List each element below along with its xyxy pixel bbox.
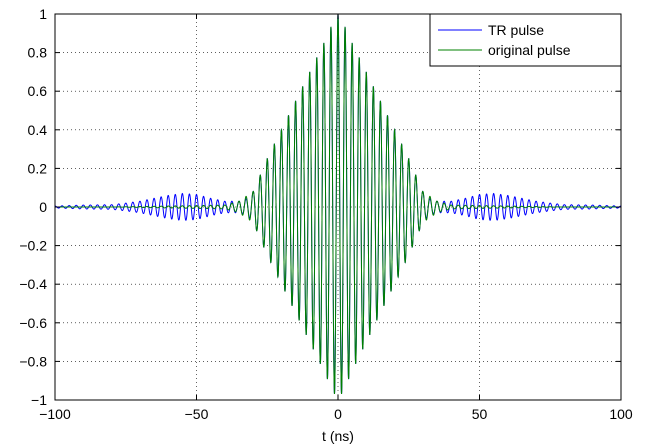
y-tick-label: 0.8	[28, 45, 48, 61]
y-tick-label: −1	[31, 392, 47, 408]
y-tick-label: 0.4	[28, 122, 48, 138]
legend-box	[429, 13, 622, 67]
y-tick-label: 0.2	[28, 160, 48, 176]
legend-label: original pulse	[488, 42, 571, 58]
y-tick-label: −0.8	[19, 353, 47, 369]
legend-label: TR pulse	[488, 22, 544, 38]
y-tick-label: 1	[39, 6, 47, 22]
x-axis-label: t (ns)	[322, 428, 354, 444]
grid	[55, 14, 621, 400]
x-tick-label: −50	[185, 406, 209, 422]
x-tick-label: −100	[39, 406, 71, 422]
y-tick-label: −0.2	[19, 238, 47, 254]
y-tick-label: −0.4	[19, 276, 47, 292]
y-tick-label: −0.6	[19, 315, 47, 331]
x-tick-label: 0	[334, 406, 342, 422]
y-tick-label: 0.6	[28, 83, 48, 99]
y-tick-label: 0	[39, 199, 47, 215]
legend: TR pulse original pulse	[429, 13, 622, 67]
x-tick-label: 50	[472, 406, 488, 422]
x-tick-label: 100	[609, 406, 633, 422]
